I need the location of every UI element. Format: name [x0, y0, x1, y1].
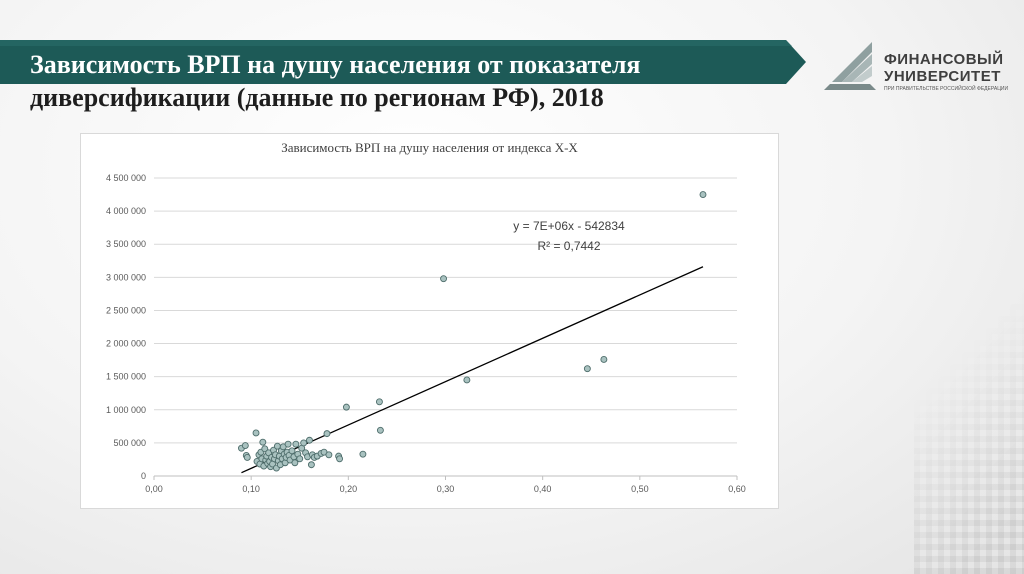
data-point [292, 440, 300, 448]
data-point [699, 191, 707, 199]
data-point [463, 376, 471, 384]
slide-title-line1: Зависимость ВРП на душу населения от пок… [30, 50, 641, 79]
logo-subtitle: ПРИ ПРАВИТЕЛЬСТВЕ РОССИЙСКОЙ ФЕДЕРАЦИИ [884, 86, 1009, 92]
data-point [241, 442, 249, 449]
y-tick-label: 4 500 000 [106, 173, 146, 183]
banner-shape [0, 40, 806, 84]
y-tick-label: 2 500 000 [106, 305, 146, 315]
y-tick-label: 1 500 000 [106, 372, 146, 382]
data-point [259, 438, 267, 446]
trendline [241, 266, 704, 474]
data-point [284, 440, 292, 448]
slide-title: Зависимость ВРП на душу населения от пок… [30, 48, 800, 114]
chart-container: Зависимость ВРП на душу населения от инд… [80, 133, 779, 509]
x-tick-label: 0,20 [340, 484, 358, 494]
y-tick-label: 3 000 000 [106, 272, 146, 282]
logo-emblem-icon [824, 42, 876, 90]
data-point [300, 439, 308, 447]
data-point [323, 430, 331, 438]
x-tick-label: 0,10 [242, 484, 260, 494]
y-tick-label: 4 000 000 [106, 206, 146, 216]
y-tick-label: 3 500 000 [106, 239, 146, 249]
data-point [252, 429, 260, 437]
chart-title: Зависимость ВРП на душу населения от инд… [281, 140, 578, 155]
x-tick-label: 0,60 [728, 484, 746, 494]
decorative-pixel-pattern [914, 274, 1024, 574]
data-point [243, 454, 251, 461]
y-tick-label: 0 [141, 471, 146, 481]
university-logo: ФИНАНСОВЫЙ УНИВЕРСИТЕТ ПРИ ПРАВИТЕЛЬСТВЕ… [822, 38, 1012, 98]
data-point [359, 450, 367, 458]
title-banner [0, 40, 806, 128]
logo-line2: УНИВЕРСИТЕТ [884, 68, 1001, 85]
data-point [336, 455, 344, 463]
x-tick-label: 0,50 [631, 484, 649, 494]
data-point [291, 459, 299, 467]
trendline-r2: R² = 0,7442 [537, 239, 600, 253]
logo-line1: ФИНАНСОВЫЙ [884, 51, 1004, 68]
data-point [342, 403, 350, 411]
data-point [375, 398, 383, 406]
data-point [600, 355, 608, 363]
x-tick-label: 0,30 [437, 484, 455, 494]
data-point [296, 455, 304, 463]
data-point [288, 447, 296, 455]
x-tick-label: 0,40 [534, 484, 552, 494]
data-point [583, 365, 591, 373]
scatter-chart: 0 500 000 1 000 000 1 500 000 2 000 000 2 500… [106, 173, 746, 494]
x-tick-label: 0,00 [145, 484, 163, 494]
data-point [440, 275, 448, 283]
y-tick-label: 500 000 [113, 438, 146, 448]
data-point [306, 436, 313, 444]
trendline-equation: y = 7E+06x - 542834 [513, 219, 625, 233]
y-tick-label: 1 000 000 [106, 405, 146, 415]
y-tick-label: 2 000 000 [106, 339, 146, 349]
data-point [325, 451, 333, 459]
data-point [376, 426, 384, 434]
data-point [307, 461, 315, 469]
slide-title-line2: диверсификации (данные по регионам РФ), … [30, 83, 604, 112]
